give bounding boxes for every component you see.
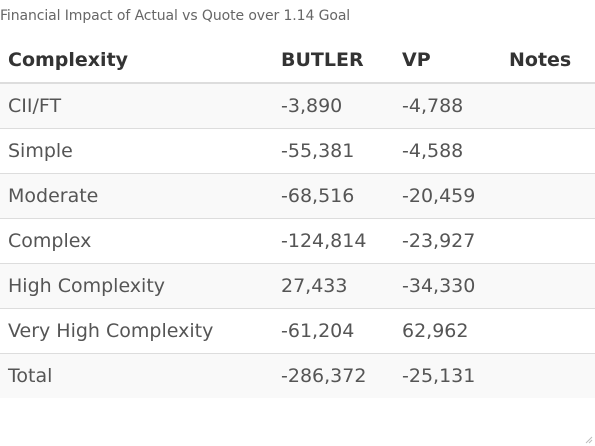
header-complexity: Complexity <box>0 38 280 84</box>
cell-notes <box>508 353 595 398</box>
cell-vp: -25,131 <box>401 353 508 398</box>
cell-vp: -34,330 <box>401 263 508 309</box>
cell-notes <box>508 173 595 219</box>
table-row: Very High Complexity -61,204 62,962 <box>0 308 595 354</box>
table-row: Complex -124,814 -23,927 <box>0 218 595 264</box>
cell-complexity: Moderate <box>0 173 280 219</box>
table-header-row: Complexity BUTLER VP Notes <box>0 38 595 84</box>
resize-grip-icon[interactable] <box>585 436 593 444</box>
cell-vp: 62,962 <box>401 308 508 354</box>
header-butler: BUTLER <box>280 38 401 84</box>
cell-butler: -68,516 <box>280 173 401 219</box>
table-caption: Financial Impact of Actual vs Quote over… <box>0 8 351 24</box>
table-row: Moderate -68,516 -20,459 <box>0 173 595 219</box>
table-row-total: Total -286,372 -25,131 <box>0 353 595 398</box>
cell-notes <box>508 82 595 129</box>
cell-notes <box>508 263 595 309</box>
cell-notes <box>508 308 595 354</box>
cell-complexity: Simple <box>0 128 280 174</box>
cell-butler: -61,204 <box>280 308 401 354</box>
cell-butler: 27,433 <box>280 263 401 309</box>
cell-complexity: Very High Complexity <box>0 308 280 354</box>
cell-butler: -3,890 <box>280 82 401 129</box>
cell-notes <box>508 128 595 174</box>
cell-vp: -23,927 <box>401 218 508 264</box>
table-row: Simple -55,381 -4,588 <box>0 128 595 174</box>
table-row: CII/FT -3,890 -4,788 <box>0 82 595 129</box>
cell-butler: -124,814 <box>280 218 401 264</box>
cell-butler: -286,372 <box>280 353 401 398</box>
cell-notes <box>508 218 595 264</box>
cell-vp: -4,788 <box>401 82 508 129</box>
header-vp: VP <box>401 38 508 84</box>
cell-vp: -4,588 <box>401 128 508 174</box>
cell-butler: -55,381 <box>280 128 401 174</box>
cell-complexity: Complex <box>0 218 280 264</box>
cell-complexity: High Complexity <box>0 263 280 309</box>
financial-impact-table: Complexity BUTLER VP Notes CII/FT -3,890… <box>0 38 595 398</box>
cell-complexity: Total <box>0 353 280 398</box>
header-notes: Notes <box>508 38 595 84</box>
table-row: High Complexity 27,433 -34,330 <box>0 263 595 309</box>
cell-complexity: CII/FT <box>0 82 280 129</box>
cell-vp: -20,459 <box>401 173 508 219</box>
